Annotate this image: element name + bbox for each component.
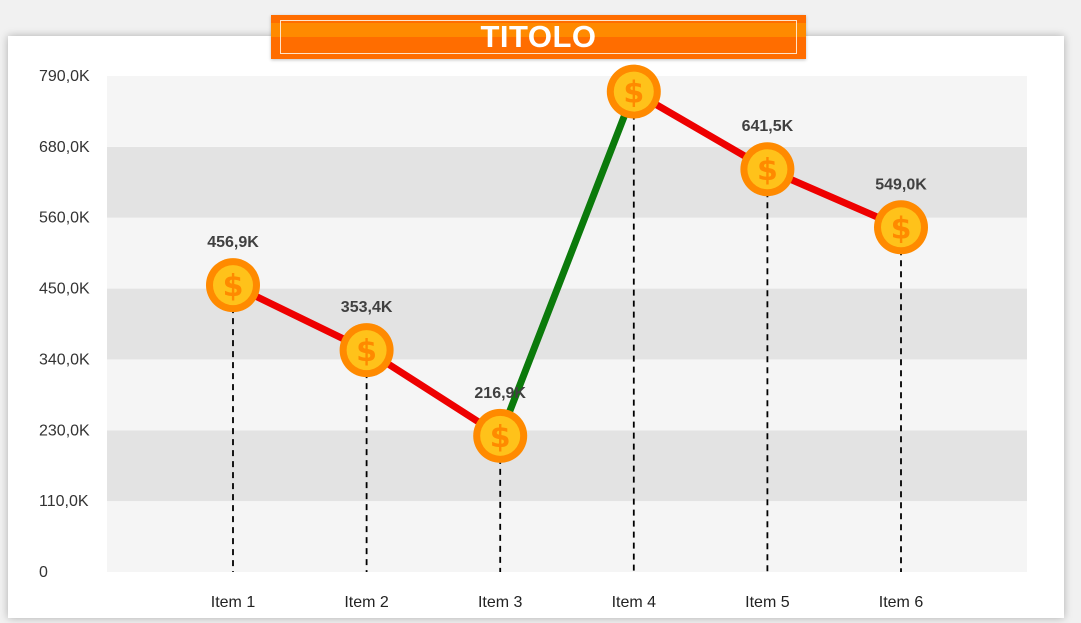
x-category-label: Item 4 xyxy=(612,594,657,611)
svg-text:$: $ xyxy=(223,269,244,304)
grid-band xyxy=(107,430,1027,502)
y-tick-label: 560,0K xyxy=(39,210,90,227)
coin-dollar-icon: $ xyxy=(874,200,928,255)
coin-dollar-icon: $ xyxy=(473,408,528,463)
y-tick-label: 790,0K xyxy=(39,68,90,85)
data-label: 549,0K xyxy=(875,176,927,193)
grid-band xyxy=(107,76,1027,147)
data-label: 456,9K xyxy=(207,234,259,251)
chart-title: TITOLO xyxy=(480,19,597,54)
x-category-label: Item 6 xyxy=(879,594,924,611)
data-label: 353,4K xyxy=(341,299,393,316)
y-tick-label: 340,0K xyxy=(39,351,90,368)
y-tick-label: 0 xyxy=(39,564,48,581)
data-label: 216,9K xyxy=(474,385,526,402)
data-label: 641,5K xyxy=(742,118,794,135)
svg-text:$: $ xyxy=(757,153,778,188)
y-tick-label: 450,0K xyxy=(39,281,90,298)
y-tick-label: 110,0K xyxy=(39,493,89,510)
x-category-label: Item 5 xyxy=(745,594,790,611)
coin-dollar-icon: $ xyxy=(206,258,260,313)
y-tick-label: 680,0K xyxy=(39,139,90,156)
coin-dollar-icon: $ xyxy=(740,142,795,197)
x-category-label: Item 1 xyxy=(211,594,256,611)
y-tick-label: 230,0K xyxy=(39,422,90,439)
x-category-label: Item 2 xyxy=(344,594,389,611)
svg-text:$: $ xyxy=(891,211,912,246)
grid-band xyxy=(107,217,1027,289)
grid-band xyxy=(107,501,1027,572)
svg-text:$: $ xyxy=(623,76,644,111)
x-category-label: Item 3 xyxy=(478,594,523,611)
coin-dollar-icon: $ xyxy=(339,323,394,378)
svg-text:$: $ xyxy=(490,420,511,455)
chart-title-banner: TITOLO xyxy=(271,15,806,59)
line-segment-increase xyxy=(496,88,638,440)
svg-text:$: $ xyxy=(356,334,377,369)
coin-dollar-icon: $ xyxy=(606,64,661,119)
grid-band xyxy=(107,359,1027,431)
grid-band xyxy=(107,146,1027,218)
